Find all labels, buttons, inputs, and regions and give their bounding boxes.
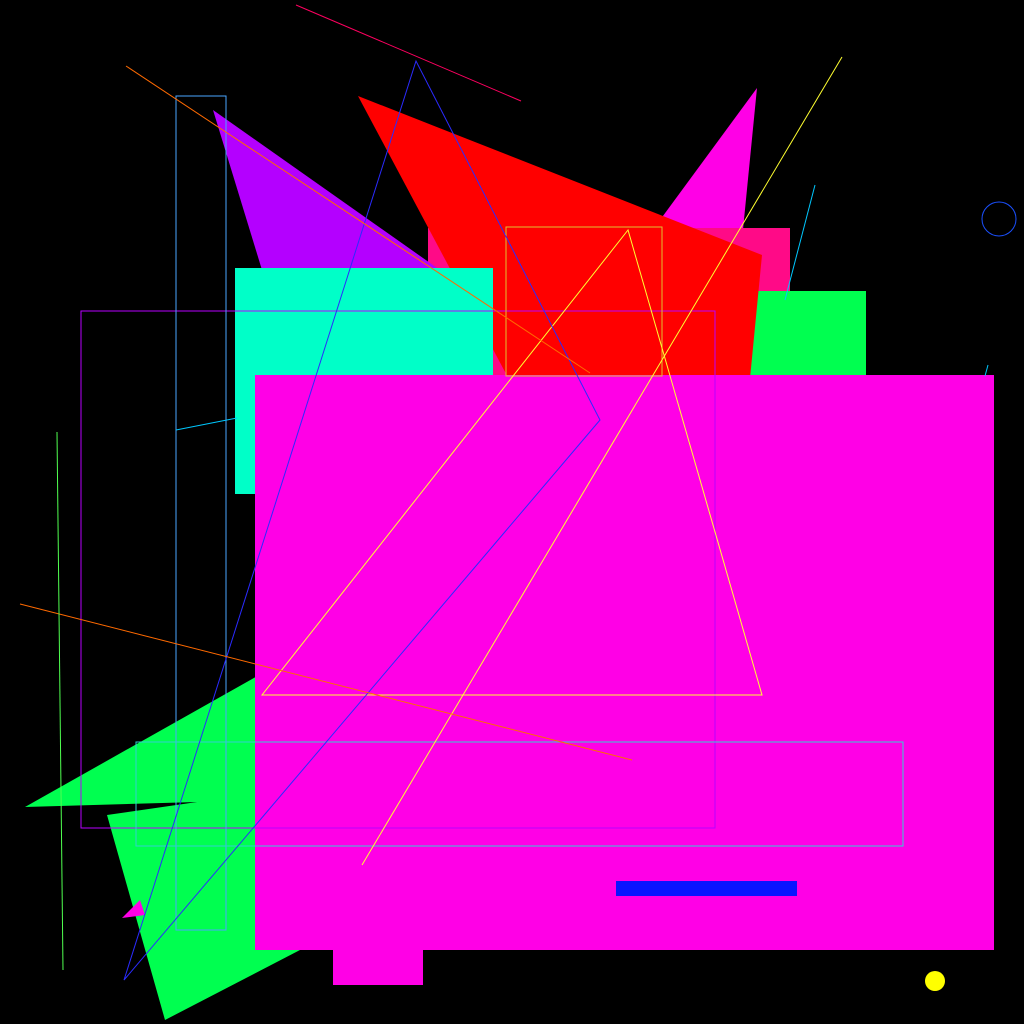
violet-outline-rectangle — [80, 310, 716, 829]
yellow-dot — [925, 971, 945, 991]
orange-line-top — [125, 65, 591, 374]
green-triangle-left — [25, 670, 268, 807]
orange-line-bottom — [19, 603, 633, 761]
mint-vertical-line — [56, 431, 64, 971]
yellow-outline-triangle — [260, 228, 763, 696]
gold-outline-rectangle — [505, 226, 663, 377]
red-quadrilateral — [358, 96, 762, 430]
navy-outline-triangle — [123, 59, 601, 981]
green-quadrilateral-bottom — [107, 790, 300, 1020]
magenta-main-panel — [255, 375, 994, 950]
cyan-line-left — [175, 417, 238, 431]
blue-outline-circle — [981, 201, 1017, 237]
yellow-long-line — [361, 56, 843, 866]
magenta-tab-block — [333, 948, 423, 985]
cyan-line-right — [784, 184, 816, 301]
purple-triangle — [213, 110, 440, 270]
cyan-tick-right-edge — [984, 364, 989, 377]
cyan-tall-outline-rectangle — [175, 95, 227, 931]
crimson-line — [295, 4, 522, 102]
teal-wide-outline-rectangle — [135, 741, 904, 847]
magenta-spike-triangle — [660, 88, 757, 260]
green-rectangle — [748, 291, 866, 381]
magenta-small-wedge — [122, 900, 145, 918]
blue-bar — [616, 881, 797, 896]
